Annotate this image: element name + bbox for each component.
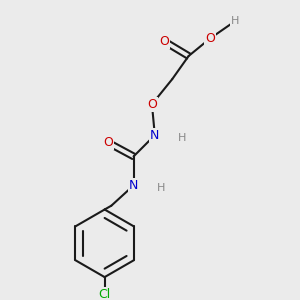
Text: N: N bbox=[150, 129, 160, 142]
Text: H: H bbox=[178, 133, 186, 143]
Text: N: N bbox=[129, 179, 138, 192]
Text: O: O bbox=[160, 35, 170, 48]
Text: H: H bbox=[231, 16, 239, 26]
Text: H: H bbox=[156, 183, 165, 193]
Text: O: O bbox=[103, 136, 113, 149]
Text: O: O bbox=[147, 98, 157, 111]
Text: O: O bbox=[205, 32, 215, 45]
Text: Cl: Cl bbox=[98, 288, 111, 300]
